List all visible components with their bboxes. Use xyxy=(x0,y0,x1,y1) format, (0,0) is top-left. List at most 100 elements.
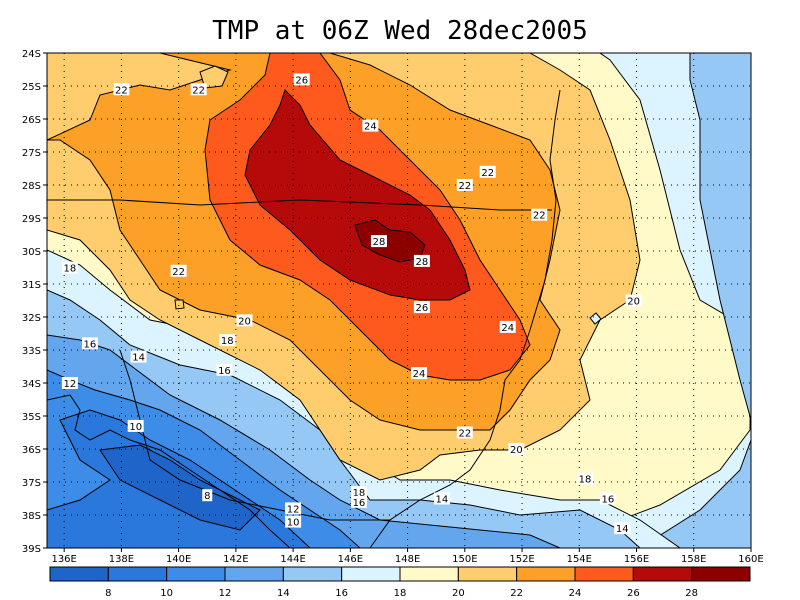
colorbar xyxy=(49,566,751,582)
contour-label-bg xyxy=(81,337,98,350)
colorbar-label: 14 xyxy=(277,588,290,599)
lat-tick-label: 26S xyxy=(22,115,41,126)
lon-tick-label: 150E xyxy=(452,554,477,565)
contour-label-bg xyxy=(456,426,473,439)
contour-label: 16 xyxy=(602,495,615,506)
contour-label: 18 xyxy=(64,264,77,275)
colorbar-label: 16 xyxy=(335,588,348,599)
contour-label: 14 xyxy=(616,524,629,535)
colorbar-label: 18 xyxy=(394,588,407,599)
contour-label-bg xyxy=(202,489,213,502)
lat-tick-label: 33S xyxy=(22,346,41,357)
contour-label: 22 xyxy=(172,267,185,278)
colorbar-label: 8 xyxy=(105,588,111,599)
lon-tick-label: 158E xyxy=(681,554,706,565)
contour-label-bg xyxy=(127,419,144,432)
colorbar-swatch xyxy=(49,566,109,582)
lon-tick-label: 140E xyxy=(166,554,191,565)
shaded-contours xyxy=(47,53,751,548)
colorbar-swatch xyxy=(107,566,168,582)
contour-label-bg xyxy=(625,294,642,307)
lon-tick-label: 144E xyxy=(280,554,305,565)
lon-tick-label: 148E xyxy=(395,554,420,565)
contour-label: 22 xyxy=(458,429,471,440)
contour-label-bg xyxy=(190,83,207,96)
lat-tick-label: 27S xyxy=(22,148,41,159)
contour-label-bg xyxy=(614,522,631,535)
lon-tick-labels: 136E 138E 140E 142E 144E 146E 148E 150E 152E 154E… xyxy=(51,548,764,565)
plot-frame xyxy=(46,52,752,549)
contour-label-bg xyxy=(499,320,516,333)
band-below-8 xyxy=(99,444,261,531)
colorbar-swatch xyxy=(457,566,518,582)
contour-label: 18 xyxy=(353,488,366,499)
contour-label-bg xyxy=(599,492,616,505)
colorbar-swatch xyxy=(166,566,226,582)
contour-label-bg xyxy=(508,443,525,455)
contour-label: 20 xyxy=(627,297,640,308)
contour-label-bg xyxy=(362,119,379,132)
colorbar-label: 24 xyxy=(569,588,582,599)
border-qld-nsw xyxy=(47,199,552,211)
lon-tick-label: 142E xyxy=(223,554,248,565)
lon-tick-label: 160E xyxy=(738,554,763,565)
contour-label-bg xyxy=(531,208,548,221)
contour-label: 18 xyxy=(579,475,592,486)
lat-tick-label: 37S xyxy=(22,478,41,489)
lat-tick-label: 38S xyxy=(22,511,41,522)
contour-label: 14 xyxy=(132,353,145,364)
contour-label: 18 xyxy=(221,336,234,347)
colorbar-swatch xyxy=(224,566,284,582)
lon-tick-label: 156E xyxy=(624,554,649,565)
lat-tick-label: 24S xyxy=(22,49,41,60)
contour-label-bg xyxy=(577,472,594,485)
contour-label-bg xyxy=(216,363,233,376)
colorbar-swatch xyxy=(632,566,693,582)
contour-label: 22 xyxy=(458,181,471,192)
contour-label: 26 xyxy=(295,75,308,86)
contour-label: 22 xyxy=(533,211,546,222)
contour-label: 16 xyxy=(353,498,366,509)
contour-label-bg xyxy=(293,73,310,86)
map-title: TMP at 06Z Wed 28dec2005 xyxy=(212,16,588,46)
contour-label: 20 xyxy=(510,445,523,456)
contour-label: 20 xyxy=(238,316,251,327)
contour-label-bg xyxy=(479,165,496,178)
contour-label-bg xyxy=(285,502,302,515)
lon-tick-label: 136E xyxy=(51,554,76,565)
contour-label: 24 xyxy=(364,122,377,133)
colorbar-swatch xyxy=(282,566,343,582)
contour-label: 10 xyxy=(129,422,142,433)
contour-label-bg xyxy=(61,377,78,389)
contour-label-bg xyxy=(370,235,387,248)
lon-tick-label: 146E xyxy=(338,554,363,565)
contour-label-bg xyxy=(236,314,253,327)
colorbar-swatch xyxy=(399,566,459,582)
lat-tick-label: 31S xyxy=(22,280,41,291)
contour-label: 26 xyxy=(416,303,429,314)
colorbar-label: 28 xyxy=(685,588,698,599)
colorbar-label: 12 xyxy=(219,588,232,599)
lat-tick-label: 32S xyxy=(22,313,41,324)
contour-label: 24 xyxy=(501,323,514,334)
lat-tick-label: 25S xyxy=(22,82,41,93)
colorbar-label: 10 xyxy=(160,588,173,599)
lon-tick-label: 138E xyxy=(109,554,134,565)
contour-label-bg xyxy=(411,367,428,380)
contour-label: 8 xyxy=(204,491,210,502)
contour-label: 10 xyxy=(287,518,300,529)
contour-label-bg xyxy=(61,261,78,274)
small-contour-west xyxy=(174,299,185,310)
colorbar-swatch xyxy=(574,566,634,582)
lon-tick-label: 154E xyxy=(567,554,592,565)
lat-tick-label: 28S xyxy=(22,181,41,192)
colorbar-label: 22 xyxy=(510,588,523,599)
colorbar-swatch xyxy=(691,566,751,582)
contour-label: 16 xyxy=(84,339,97,350)
lat-tick-labels: 24S 25S 26S 27S 28S 29S 30S 31S 32S 33S 34S 35S 36S 3… xyxy=(22,49,47,555)
contour-label-bg xyxy=(219,334,236,347)
contour-label-bg xyxy=(456,179,473,191)
contour-label-bg xyxy=(413,301,430,314)
lat-tick-label: 34S xyxy=(22,379,41,390)
